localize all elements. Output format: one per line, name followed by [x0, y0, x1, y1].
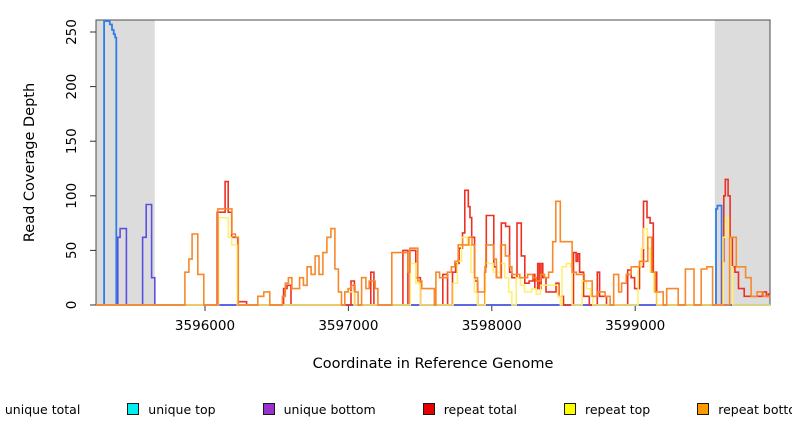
legend-label: repeat bottom — [718, 401, 792, 417]
series-repeat-bottom — [96, 200, 770, 306]
legend-label: unique total — [4, 401, 81, 417]
legend-swatch-icon — [422, 403, 435, 415]
legend-label: unique top — [148, 401, 216, 417]
legend-swatch-icon — [262, 403, 275, 415]
x-axis-title: Coordinate in Reference Genome — [313, 356, 554, 372]
legend-item-unique-bottom: unique bottom — [262, 401, 376, 417]
x-tick-label: 3597000 — [318, 318, 378, 334]
x-tick-label: 3599000 — [605, 318, 665, 334]
legend-swatch-icon — [697, 403, 710, 415]
y-tick-label: 150 — [64, 128, 80, 154]
legend-label: unique bottom — [283, 401, 376, 417]
series-unique-total — [96, 20, 770, 306]
y-tick-label: 0 — [64, 301, 80, 310]
legend-label: repeat total — [443, 401, 517, 417]
y-tick-label: 100 — [64, 183, 80, 209]
y-tick-label: 50 — [64, 242, 80, 259]
legend-item-repeat-total: repeat total — [422, 401, 517, 417]
left-flank-shade — [96, 20, 155, 305]
plot-legend: unique total unique top unique bottom repea… — [0, 396, 792, 422]
series-unique-bottom — [96, 203, 770, 306]
legend-item-unique-total: unique total — [0, 402, 80, 417]
y-tick-label: 200 — [64, 74, 80, 100]
legend-label: repeat top — [585, 401, 651, 417]
legend-swatch-icon — [127, 403, 140, 415]
y-axis-title: Read Coverage Depth — [22, 83, 38, 242]
x-tick-label: 3596000 — [175, 318, 235, 334]
y-tick-label: 250 — [64, 19, 80, 45]
legend-item-repeat-bottom: repeat bottom — [697, 402, 792, 417]
legend-swatch-icon — [564, 403, 576, 415]
legend-item-repeat-top: repeat top — [564, 402, 650, 417]
x-tick-label: 3598000 — [462, 318, 522, 334]
legend-item-unique-top: unique top — [127, 401, 216, 417]
